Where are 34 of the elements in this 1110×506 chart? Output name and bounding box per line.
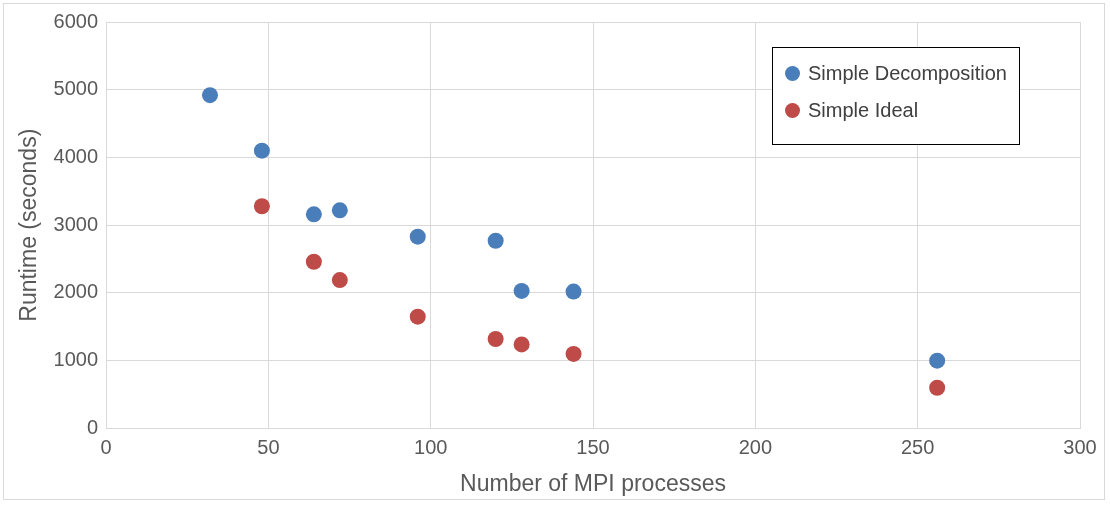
point — [331, 202, 348, 219]
point — [409, 308, 426, 325]
y-tick-label: 3000 — [53, 212, 99, 235]
point — [565, 345, 582, 362]
point — [409, 228, 426, 245]
point — [305, 206, 322, 223]
point — [253, 142, 270, 159]
x-tick-label: 300 — [1063, 435, 1097, 458]
y-tick-label: 2000 — [53, 280, 99, 303]
x-tick-label: 50 — [257, 435, 280, 458]
x-tick-label: 100 — [414, 435, 448, 458]
x-axis-title: Number of MPI processes — [460, 469, 726, 496]
y-tick-label: 1000 — [53, 348, 99, 371]
point — [487, 330, 504, 347]
y-tick-label: 5000 — [53, 77, 99, 100]
y-tick-label: 6000 — [53, 9, 99, 32]
point — [253, 198, 270, 215]
legend-label: Simple Decomposition — [808, 62, 1007, 85]
point — [305, 253, 322, 270]
point — [565, 283, 582, 300]
legend-label: Simple Ideal — [808, 99, 919, 122]
x-tick-label: 150 — [576, 435, 610, 458]
x-tick-label: 200 — [738, 435, 773, 458]
point — [331, 272, 348, 289]
y-tick-label: 0 — [86, 415, 99, 438]
y-axis-title: Runtime (seconds) — [15, 128, 42, 322]
point — [929, 379, 946, 396]
point — [513, 336, 530, 353]
point — [513, 282, 530, 299]
point — [929, 352, 946, 369]
point — [201, 87, 218, 104]
point — [487, 232, 504, 249]
y-tick-label: 4000 — [53, 144, 99, 167]
x-tick-label: 250 — [900, 435, 935, 458]
